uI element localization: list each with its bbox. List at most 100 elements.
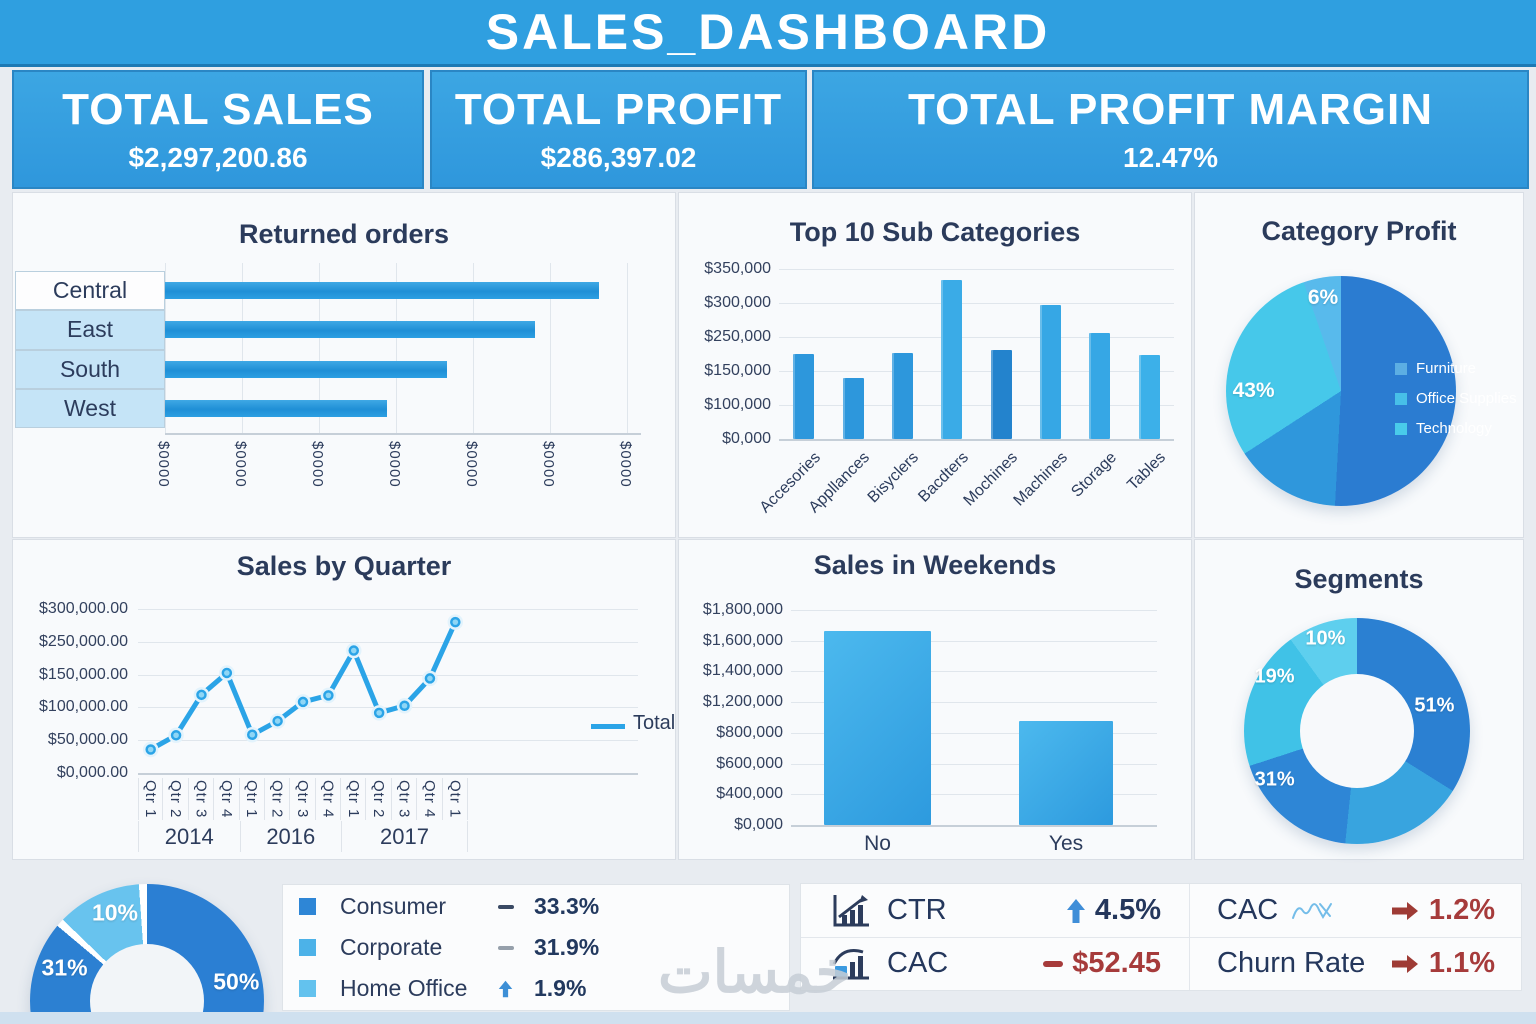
right-arrow-icon bbox=[1391, 901, 1418, 920]
legend-marker bbox=[299, 980, 316, 997]
bar bbox=[891, 353, 913, 439]
slice-label: 19% bbox=[1254, 665, 1295, 688]
metric-label: CAC bbox=[1217, 894, 1279, 926]
metric-churn-rate: Churn Rate 1.1% bbox=[1189, 937, 1523, 990]
y-axis-tick: $600,000 bbox=[716, 754, 783, 772]
panel-sales-in-weekends: Sales in Weekends $1,800,000 $1,600,000 $1… bbox=[678, 539, 1192, 860]
y-axis-tick: $350,000 bbox=[704, 260, 771, 277]
gridline bbox=[242, 263, 243, 433]
x-axis-label: Qtr 4 bbox=[217, 780, 235, 819]
slice-label: 51% bbox=[1414, 694, 1455, 717]
kpi-value: 12.47% bbox=[1123, 142, 1218, 173]
panel-sales-by-quarter: Sales by Quarter $300,000.00 $250,000.00 $… bbox=[12, 539, 676, 860]
metric-cac: CAC $52.45 bbox=[801, 937, 1189, 990]
bar bbox=[824, 630, 931, 825]
bar bbox=[793, 354, 815, 439]
y-axis-tick: $1,600,000 bbox=[702, 631, 783, 649]
gridline bbox=[165, 263, 166, 433]
legend-item-home-office: Home Office 1.9% bbox=[283, 971, 789, 1007]
gridline bbox=[779, 405, 1174, 406]
gridline bbox=[791, 763, 1157, 765]
x-axis-cell: Qtr 2 bbox=[265, 778, 291, 820]
gridline bbox=[791, 610, 1157, 611]
header: SALES_DASHBOARD bbox=[0, 0, 1536, 67]
x-axis-cell: Qtr 4 bbox=[214, 778, 240, 820]
year-label: 2016 bbox=[239, 821, 342, 852]
kpi-card-total-sales: TOTAL SALES $2,297,200.86 bbox=[12, 70, 424, 189]
legend-marker bbox=[1395, 392, 1407, 405]
legend-value: 1.9% bbox=[534, 975, 587, 1001]
x-axis-label: No bbox=[864, 832, 891, 855]
slice-label: 43% bbox=[1232, 379, 1275, 402]
year-label: 2014 bbox=[138, 821, 240, 852]
bar-analytics-icon bbox=[829, 944, 873, 984]
y-axis-tick: $250,000.00 bbox=[39, 632, 128, 650]
kpi-value: $286,397.02 bbox=[540, 142, 697, 173]
y-axis-tick: $50,000.00 bbox=[47, 731, 128, 749]
y-axis-tick: $1,400,000 bbox=[702, 662, 783, 680]
up-arrow-icon bbox=[1066, 898, 1085, 923]
legend-item: Furniture bbox=[1395, 360, 1517, 377]
gridline bbox=[779, 303, 1174, 304]
gridline bbox=[791, 640, 1157, 642]
gridline bbox=[138, 641, 638, 643]
chart-title: Category Profit bbox=[1261, 216, 1457, 246]
y-axis-tick: $150,000 bbox=[704, 362, 771, 379]
bar bbox=[842, 377, 864, 439]
x-axis-label: Qtr 1 bbox=[243, 780, 261, 819]
metric-value: 1.1% bbox=[1390, 947, 1495, 980]
right-arrow-icon bbox=[1391, 954, 1418, 973]
y-axis-tick: $100,000 bbox=[704, 396, 771, 413]
category-label: West bbox=[15, 388, 165, 429]
x-axis-cell: Qtr 2 bbox=[366, 778, 392, 820]
legend-label: Technology bbox=[1416, 420, 1492, 437]
chart-title: Segments bbox=[1294, 564, 1424, 594]
bar bbox=[165, 282, 600, 299]
gridline bbox=[550, 263, 551, 433]
x-axis-tick: $0000 bbox=[155, 441, 172, 488]
metric-ctr: CTR 4.5% bbox=[801, 884, 1189, 937]
category-label: East bbox=[15, 310, 165, 350]
slice-label: 31% bbox=[41, 954, 88, 981]
x-axis-tick: $0000 bbox=[232, 441, 249, 488]
y-axis-tick: $300,000 bbox=[704, 294, 771, 311]
chart-title: Top 10 Sub Categories bbox=[789, 217, 1081, 247]
kpi-label: TOTAL PROFIT MARGIN bbox=[908, 85, 1433, 134]
dash-indicator-icon bbox=[498, 945, 528, 950]
x-axis-line bbox=[165, 433, 641, 435]
x-axis-cell: Qtr 1 bbox=[443, 778, 468, 820]
sales-by-quarter-chart: $300,000.00 $250,000.00 $150,000.00 $100,00… bbox=[13, 540, 675, 859]
growth-chart-icon bbox=[829, 891, 873, 931]
gridline bbox=[779, 439, 1174, 441]
top10-subcategories-chart: $350,000 $300,000 $250,000 $150,000 $100,000… bbox=[679, 193, 1191, 537]
x-axis-label: Machines bbox=[1010, 449, 1071, 510]
legend-item: Technology bbox=[1395, 420, 1517, 437]
x-axis-label: Qtr 4 bbox=[420, 780, 438, 819]
x-axis-cell: Qtr 2 bbox=[163, 778, 189, 820]
gridline bbox=[138, 674, 638, 676]
gridline bbox=[779, 371, 1174, 372]
legend-marker bbox=[299, 939, 316, 956]
x-axis-tick: $0000 bbox=[463, 441, 480, 488]
slice-label: 6% bbox=[1307, 286, 1339, 310]
slice-label: 10% bbox=[91, 899, 139, 926]
x-axis-label: Qtr 2 bbox=[268, 780, 286, 819]
y-axis-tick: $100,000.00 bbox=[39, 698, 128, 716]
legend-value: 33.3% bbox=[534, 893, 600, 919]
metric-label: Churn Rate bbox=[1217, 947, 1366, 979]
x-axis-cell: Qtr 1 bbox=[138, 778, 164, 820]
x-axis-label: Qtr 3 bbox=[192, 780, 210, 819]
pie-body bbox=[1226, 276, 1456, 506]
x-axis-label: Qtr 2 bbox=[370, 780, 388, 819]
x-axis-label: Qtr 3 bbox=[395, 780, 413, 819]
bar bbox=[1040, 305, 1062, 439]
metric-cac-rate: CAC 1.2% bbox=[1189, 884, 1523, 937]
returned-orders-chart: Central East South West $0000 $0000 $0000 $0000… bbox=[13, 193, 675, 537]
category-label: South bbox=[15, 349, 165, 389]
page-title: SALES_DASHBOARD bbox=[485, 4, 1051, 60]
x-axis-label: Qtr 1 bbox=[142, 780, 160, 819]
gridline bbox=[791, 671, 1157, 673]
kpi-card-total-profit: TOTAL PROFIT $286,397.02 bbox=[430, 70, 807, 189]
up-arrow-icon bbox=[498, 980, 528, 998]
